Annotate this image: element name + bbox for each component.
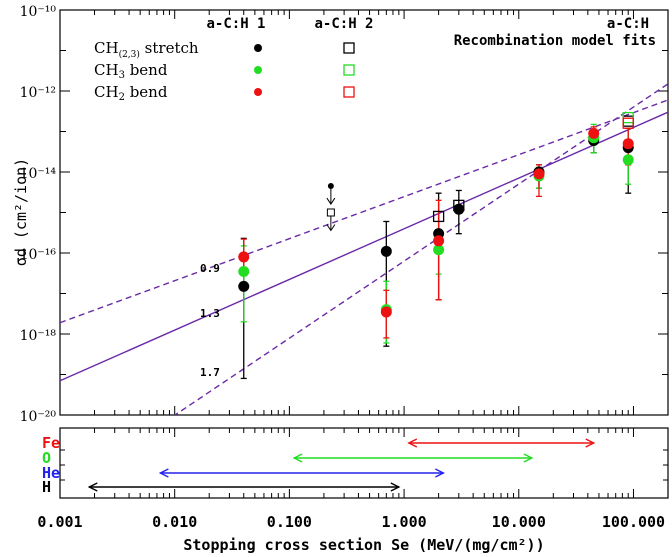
upper-limit-arrowhead [326, 197, 336, 205]
legend-marker-open [343, 42, 355, 54]
data-point [533, 168, 545, 180]
data-point [453, 203, 465, 215]
ion-range-arrow-left [292, 453, 303, 463]
data-point [380, 306, 392, 318]
y-axis-label: σd (cm²/ion) [12, 158, 30, 266]
x-tick-label: 0.010 [152, 513, 197, 531]
fit-label: 1.3 [200, 307, 220, 320]
data-point [433, 235, 445, 247]
fit-label: 0.9 [200, 262, 220, 275]
data-point [380, 245, 392, 257]
upper-limit-open [326, 208, 335, 217]
ion-range-arrow-right [585, 438, 596, 448]
ion-range-arrow-right [435, 468, 445, 478]
legend-col3-header: a-C:H [607, 16, 649, 32]
lower-frame-box [59, 427, 669, 499]
legend-label: CH(2,3) stretch [94, 39, 199, 60]
fit-line [60, 99, 668, 324]
x-tick-label: 1.000 [382, 513, 427, 531]
y-tick-label: 10⁻²⁰ [20, 409, 57, 425]
data-point [622, 154, 634, 166]
ion-range-arrow-left [407, 438, 418, 448]
data-point-open [432, 210, 445, 223]
ion-range-arrow-right [523, 453, 534, 463]
data-point [238, 280, 250, 292]
data-point [433, 244, 445, 256]
fit-line [60, 111, 668, 382]
legend-col1-header: a-C:H 1 [206, 16, 265, 32]
ion-label: O [42, 449, 51, 467]
x-tick-label: 100.000 [602, 513, 665, 531]
ion-range-arrow-left [158, 468, 169, 478]
legend-label: CH3 bend [94, 61, 168, 81]
y-tick-label: 10⁻¹² [20, 85, 56, 101]
x-tick-label: 10.000 [492, 513, 546, 531]
ion-range-arrow-right [390, 482, 401, 492]
x-tick-label: 0.100 [267, 513, 312, 531]
x-tick-label: 0.001 [37, 513, 82, 531]
ion-label: Fe [42, 434, 60, 452]
data-point-open [453, 199, 465, 212]
legend-marker [254, 66, 262, 74]
data-point [622, 138, 634, 150]
main-plot-frame [59, 9, 669, 416]
data-point [238, 265, 250, 277]
legend-marker [254, 88, 262, 96]
y-tick-label: 10⁻¹⁴ [20, 166, 57, 182]
main-plot-overlay: 0.9 1.3 1.7 a-C:H 1 a-C:H 2 a-C:HRecombinatio… [94, 16, 656, 379]
x-axis-label: Stopping cross section Se (MeV/(mg/cm²)) [183, 536, 544, 554]
ion-label: H [42, 478, 51, 496]
legend-marker [254, 44, 262, 52]
ion-label: He [42, 464, 60, 482]
fit-label: 1.7 [200, 366, 220, 379]
upper-limit-arrowhead [326, 224, 336, 232]
data-point [238, 251, 250, 263]
legend-marker-open [343, 64, 355, 76]
data-point-open [622, 117, 634, 129]
y-tick-label: 10⁻¹⁰ [20, 4, 57, 20]
ion-range-arrow-left [87, 482, 98, 492]
legend-col2-header: a-C:H 2 [314, 16, 373, 32]
fit-line [173, 83, 668, 415]
legend-label: CH2 bend [94, 83, 168, 103]
y-tick-label: 10⁻¹⁶ [20, 247, 57, 263]
y-tick-label: 10⁻¹⁸ [20, 328, 57, 344]
axis-labels: 10⁻²⁰ 10⁻¹⁸ 10⁻¹⁶ 10⁻¹⁴ 10⁻¹² 10⁻¹⁰ σd (cm²/io… [12, 4, 665, 554]
legend-col3-sub: Recombination model fits [454, 33, 656, 49]
legend-marker-open [343, 86, 355, 98]
data-point [588, 127, 600, 139]
main-plot-area [60, 83, 668, 415]
